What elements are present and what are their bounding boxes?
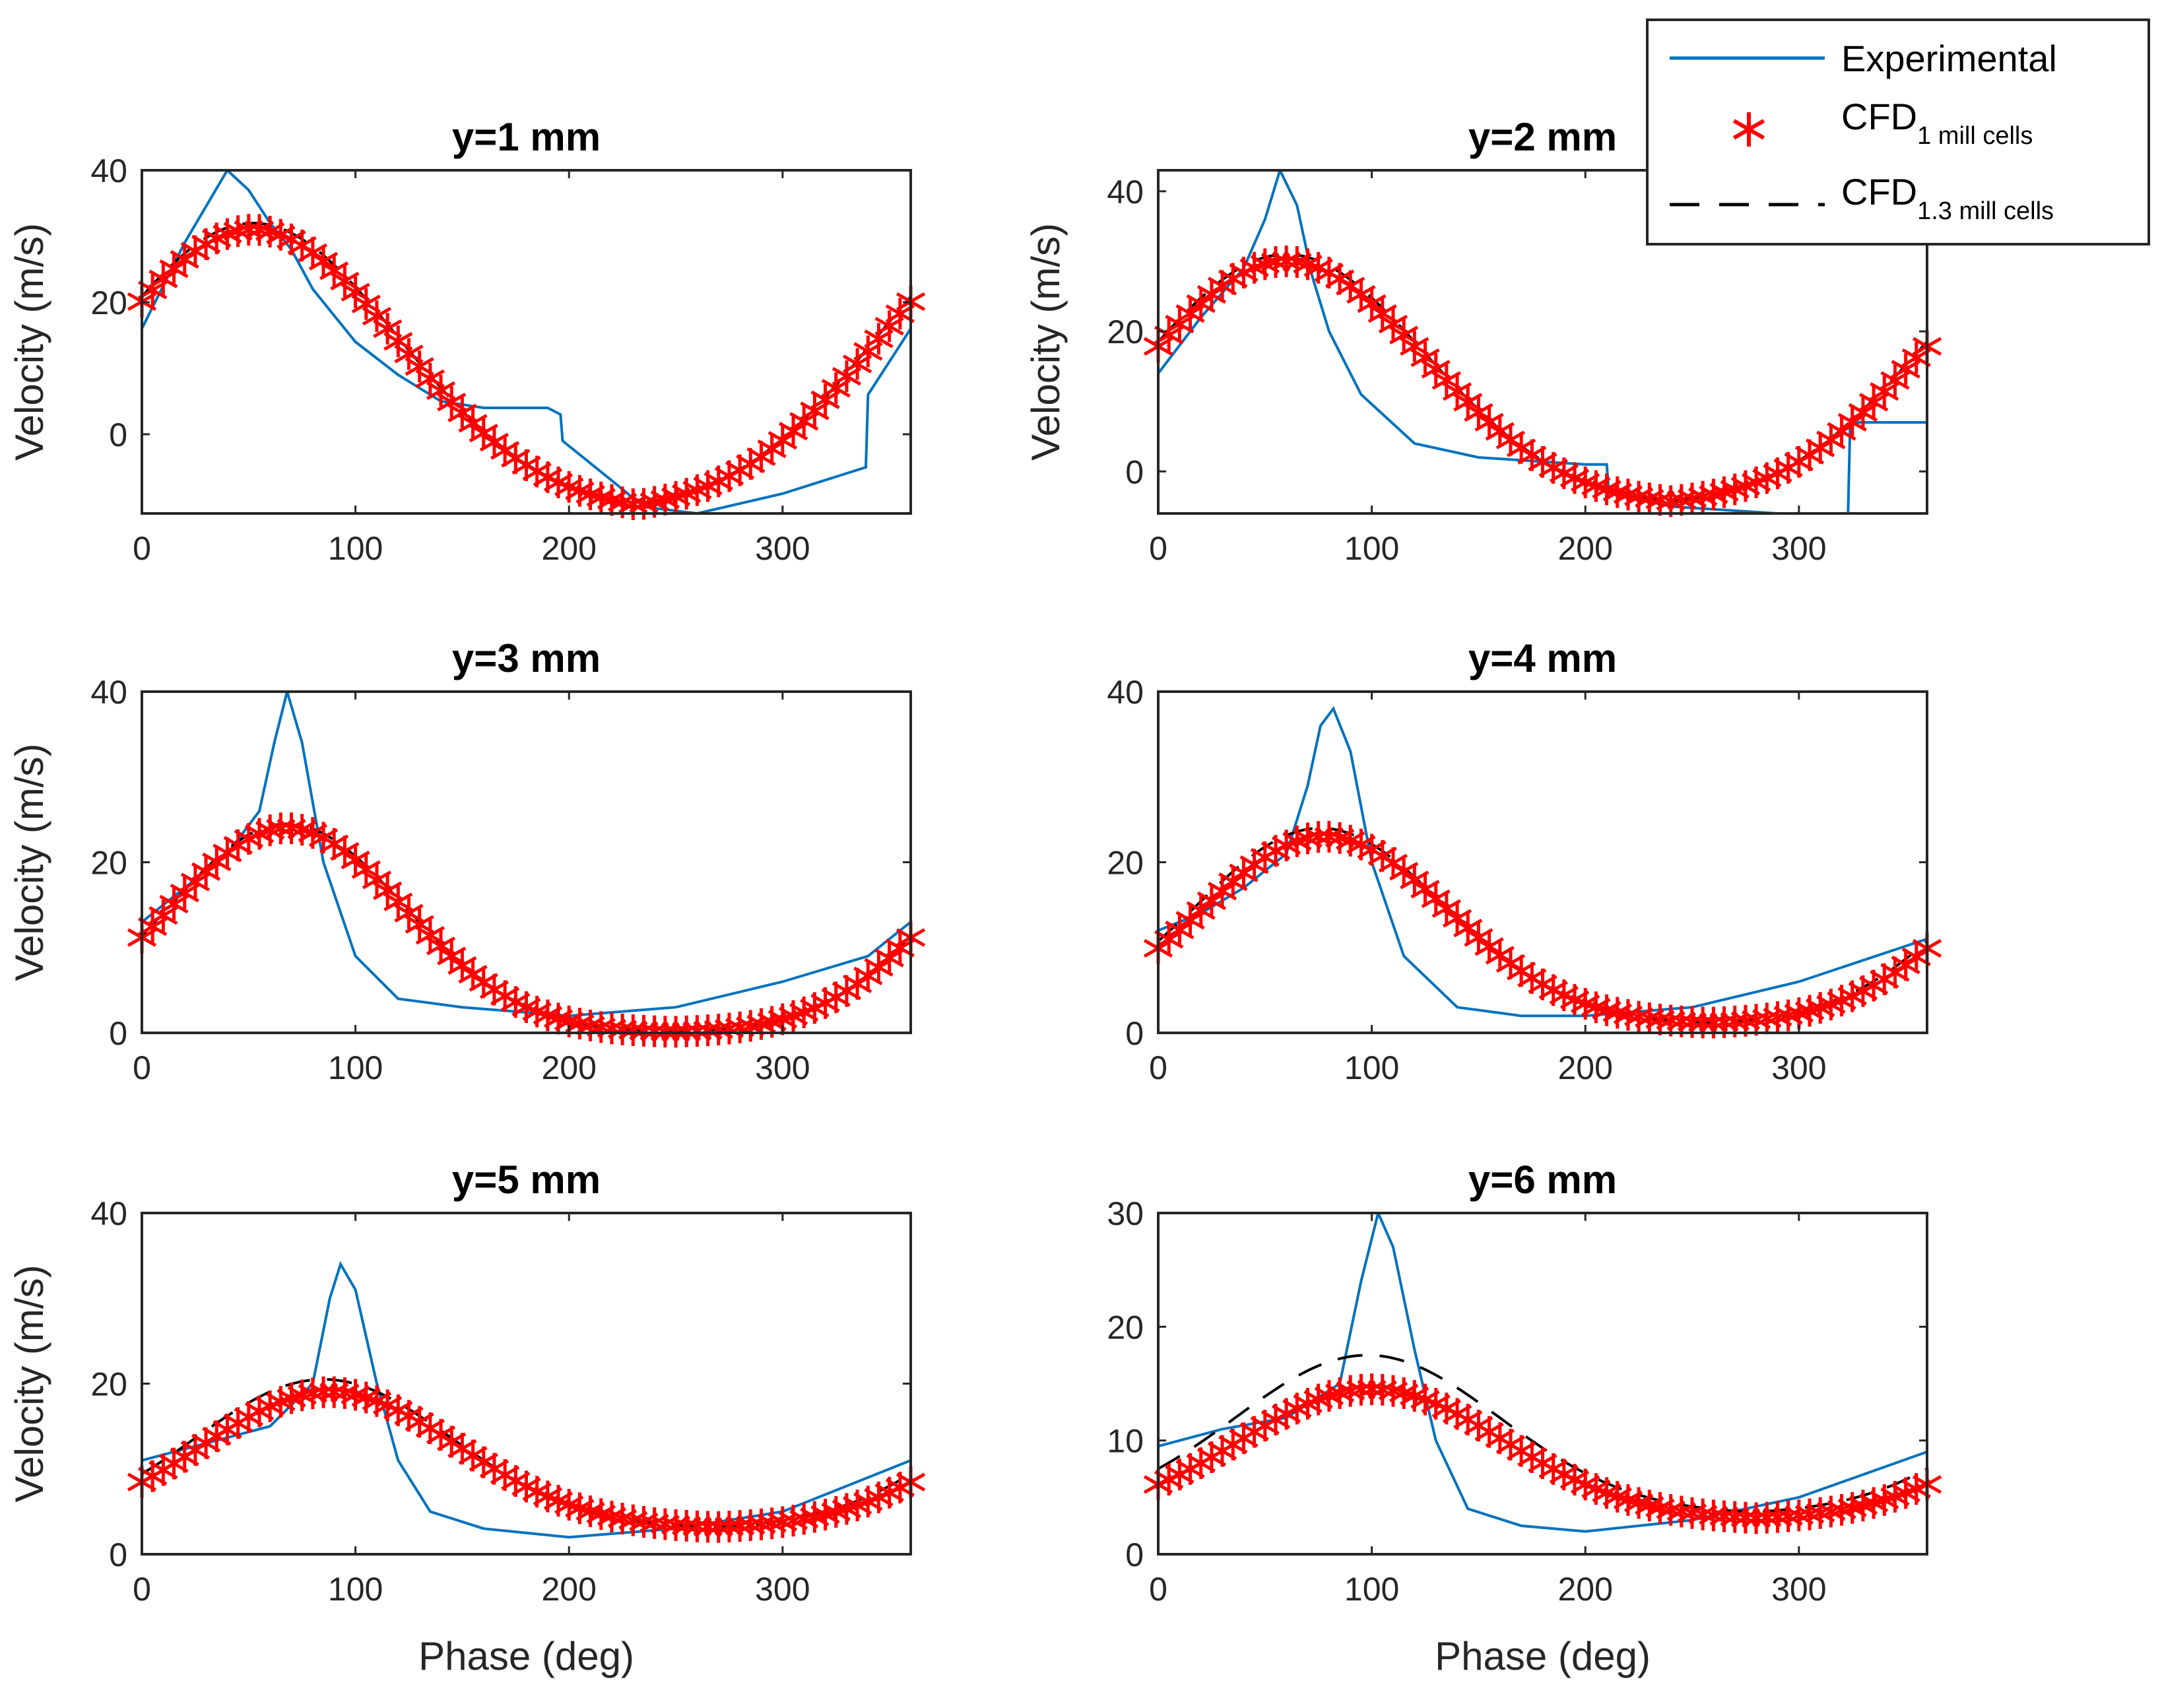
legend-cfd-1-3-mill-label: CFD1.3 mill cells — [1841, 171, 2054, 225]
legend: Experimental CFD1 mill cells CFD1.3 mill… — [1646, 18, 2150, 246]
x-tick-label: 0 — [133, 1571, 151, 1608]
y-tick-label: 10 — [1107, 1423, 1144, 1460]
subplot-title: y=5 mm — [452, 1158, 601, 1202]
legend-cfd-1-3-mill-sub: 1.3 mill cells — [1917, 197, 2054, 225]
legend-cfd-1-mill-sub: 1 mill cells — [1917, 122, 2033, 150]
series-experimental — [142, 170, 911, 513]
y-tick-label: 20 — [1107, 313, 1144, 350]
x-tick-label: 300 — [1771, 1049, 1826, 1086]
series-cfd-1-mill — [1143, 1373, 1942, 1534]
y-tick-label: 40 — [90, 674, 127, 711]
y-tick-label: 20 — [1107, 1309, 1144, 1346]
y-axis-label: Velocity (m/s) — [7, 743, 51, 981]
x-tick-label: 100 — [328, 1571, 383, 1608]
subplot-title: y=1 mm — [452, 115, 601, 159]
y-tick-label: 0 — [109, 1015, 127, 1052]
x-tick-label: 300 — [1771, 530, 1826, 567]
x-axis-label: Phase (deg) — [418, 1634, 634, 1678]
legend-cfd-1-3-mill-main: CFD — [1841, 171, 1917, 213]
legend-cfd-1-mill-label: CFD1 mill cells — [1841, 96, 2033, 150]
y-tick-label: 0 — [109, 1536, 127, 1573]
subplot-4: 0 100 200 300 0 20 40 y=4 mm — [1107, 636, 1942, 1086]
x-tick-label: 200 — [542, 530, 597, 567]
subplot-title: y=6 mm — [1468, 1158, 1617, 1202]
plot-area — [1158, 1213, 1927, 1554]
x-tick-label: 200 — [542, 1049, 597, 1086]
legend-cfd-1-mill-marker — [1732, 112, 1765, 147]
series-experimental — [1158, 170, 1927, 513]
subplot-1: 0 100 200 300 0 20 40 y=1 mm Velocity (m/s) — [7, 115, 926, 567]
y-axis-label: Velocity (m/s) — [7, 1265, 51, 1502]
subplot-title: y=4 mm — [1468, 636, 1617, 680]
y-tick-label: 40 — [1107, 174, 1144, 211]
x-tick-label: 200 — [542, 1571, 597, 1608]
plot-area — [142, 692, 911, 1033]
subplot-title: y=3 mm — [452, 636, 601, 680]
subplot-title: y=2 mm — [1468, 115, 1617, 159]
x-tick-label: 100 — [1344, 530, 1399, 567]
plot-area — [142, 1213, 911, 1554]
x-tick-label: 200 — [1558, 1571, 1613, 1608]
y-tick-label: 40 — [90, 1195, 127, 1232]
y-tick-label: 0 — [1125, 453, 1144, 490]
x-tick-label: 0 — [1149, 1571, 1167, 1608]
y-axis-label: Velocity (m/s) — [7, 223, 51, 461]
subplot-5: 0 100 200 300 0 20 40 y=5 mm Velocity (m/s) Phase… — [7, 1158, 926, 1678]
y-tick-label: 30 — [1107, 1195, 1144, 1232]
y-tick-label: 0 — [1125, 1536, 1144, 1573]
y-tick-label: 20 — [90, 284, 127, 321]
x-tick-label: 300 — [755, 1049, 810, 1086]
legend-cfd-1-mill-main: CFD — [1841, 96, 1917, 137]
y-tick-label: 40 — [1107, 674, 1144, 711]
axes-box — [141, 169, 912, 515]
x-tick-label: 0 — [133, 1049, 151, 1086]
x-tick-label: 300 — [755, 530, 810, 567]
y-tick-label: 40 — [90, 152, 127, 189]
x-tick-label: 100 — [328, 1049, 383, 1086]
y-axis-label: Velocity (m/s) — [1024, 223, 1068, 461]
series-experimental — [142, 1261, 911, 1539]
y-tick-label: 20 — [90, 845, 127, 882]
x-tick-label: 200 — [1558, 1049, 1613, 1086]
axes-box — [1157, 169, 1928, 515]
subplot-6: 0 100 200 300 0 10 20 30 y=6 mm Phase (deg) — [1107, 1158, 1942, 1678]
series-experimental — [142, 692, 911, 1018]
x-tick-label: 100 — [1344, 1049, 1399, 1086]
x-tick-label: 0 — [1149, 530, 1167, 567]
x-tick-label: 100 — [1344, 1571, 1399, 1608]
y-tick-label: 0 — [109, 416, 127, 453]
x-axis-label: Phase (deg) — [1435, 1634, 1651, 1678]
x-tick-label: 200 — [1558, 530, 1613, 567]
y-tick-label: 20 — [90, 1366, 127, 1403]
legend-experimental-label: Experimental — [1841, 38, 2057, 79]
x-tick-label: 300 — [755, 1571, 810, 1608]
x-tick-label: 100 — [328, 530, 383, 567]
legend-star-glyph — [1732, 112, 1765, 147]
x-tick-label: 300 — [1771, 1571, 1826, 1608]
axes-box — [1157, 1212, 1928, 1556]
y-tick-label: 20 — [1107, 845, 1144, 882]
x-tick-label: 0 — [133, 530, 151, 567]
x-tick-label: 0 — [1149, 1049, 1167, 1086]
y-tick-label: 0 — [1125, 1015, 1144, 1052]
series-cfd-1-mill — [1143, 245, 1942, 517]
subplot-3: 0 100 200 300 0 20 40 y=3 mm Velocity (m/s) — [7, 636, 926, 1086]
series-cfd-1-mill — [127, 812, 926, 1048]
